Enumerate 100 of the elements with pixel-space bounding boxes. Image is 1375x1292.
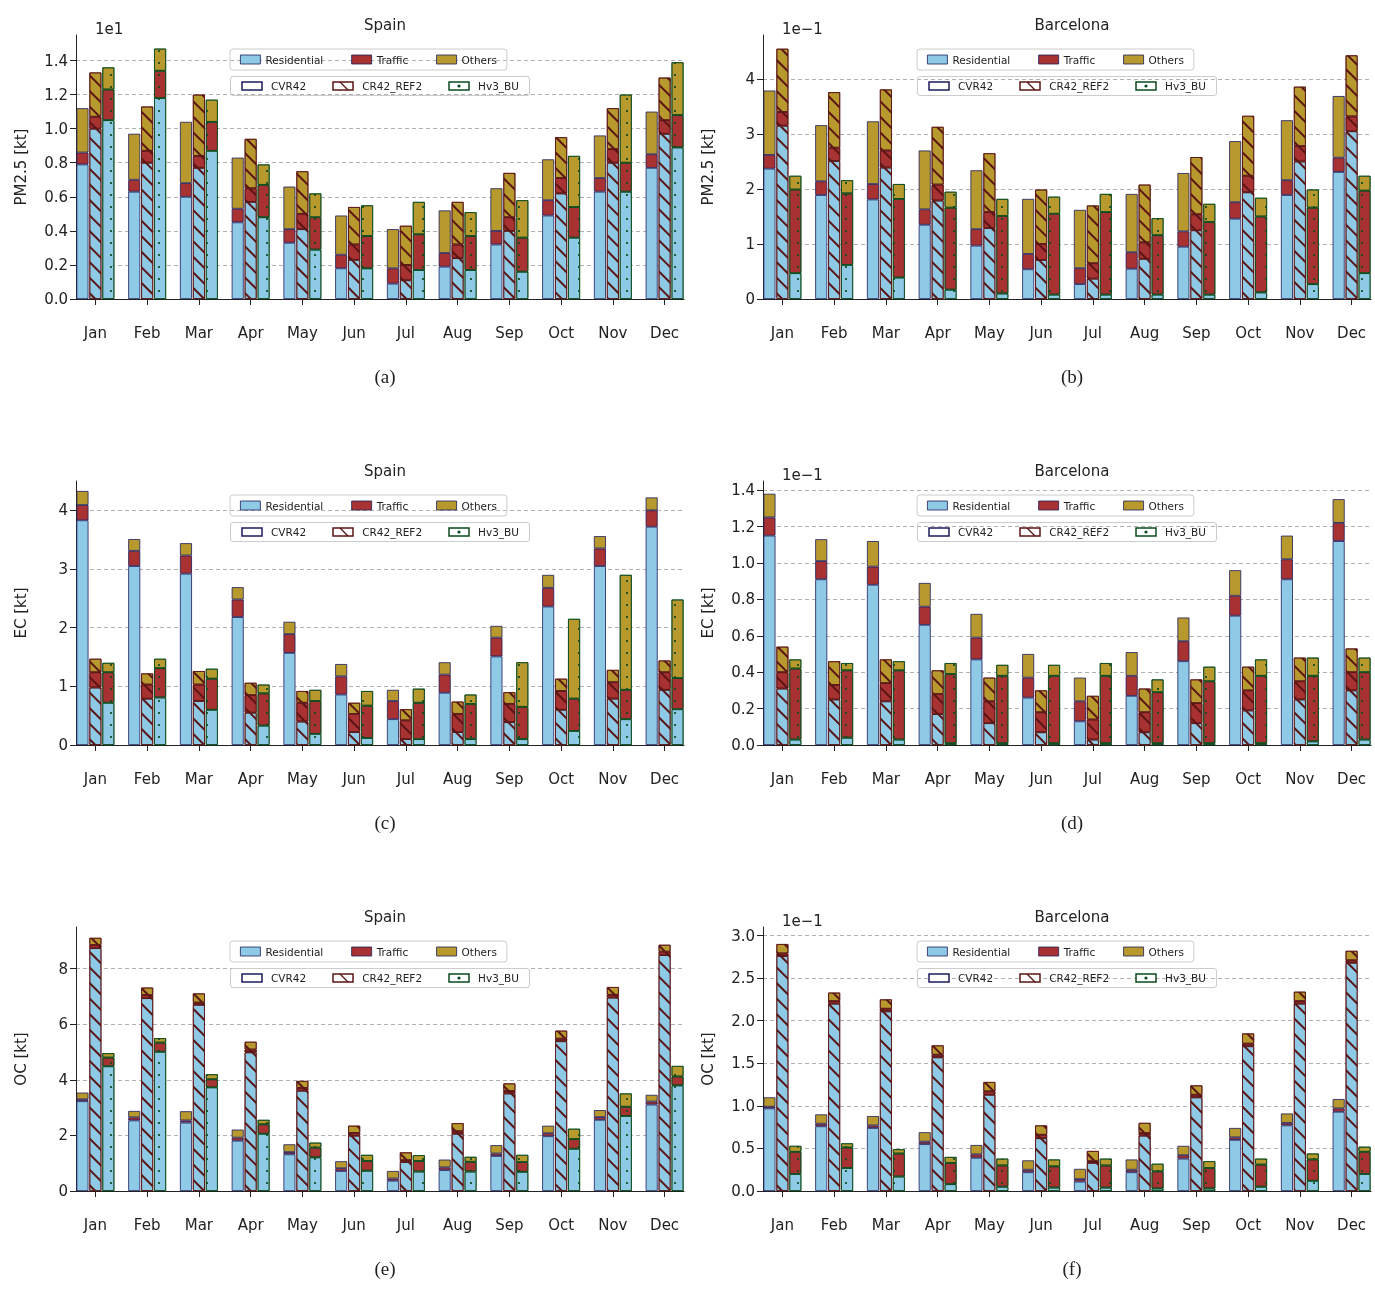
x-axis-title: (d) <box>1060 812 1084 834</box>
x-axis-title: (a) <box>374 366 396 388</box>
y-tick-label: 0 <box>58 1182 68 1200</box>
x-tick-label: Oct <box>1235 323 1262 342</box>
annotation: Hv3_BU <box>1165 972 1206 984</box>
y-tick-label: 0.2 <box>731 699 755 718</box>
x-tick-label: Mar <box>184 1215 214 1234</box>
y-tick-label: 1.2 <box>44 85 68 104</box>
pattern-legend: CVR42 CR42_REF2 Hv3_BU <box>230 522 530 542</box>
x-tick-label: Feb <box>820 1215 848 1234</box>
x-tick-label: Apr <box>924 323 952 342</box>
annotation: CVR42 <box>958 972 994 984</box>
x-tick-label: Oct <box>548 323 575 342</box>
legend-label: Others <box>461 945 497 958</box>
legend-label: Traffic <box>375 499 409 512</box>
x-tick-label: Jan <box>769 769 794 788</box>
y-tick-label: 4 <box>745 70 755 88</box>
x-tick-label: Nov <box>1285 769 1315 788</box>
x-tick-label: Apr <box>237 1215 265 1234</box>
y-tick-label: 0.0 <box>731 1182 755 1200</box>
y-tick-label: 2.0 <box>731 1011 755 1030</box>
annotation: CVR42 <box>958 80 994 92</box>
y-tick-label: 2 <box>58 618 68 637</box>
x-tick-label: Apr <box>924 769 952 788</box>
legend-label: Others <box>1148 945 1184 958</box>
legend-label: Traffic <box>1062 499 1096 512</box>
chart-title: Barcelona <box>1034 907 1110 926</box>
x-tick-label: Jul <box>395 769 415 788</box>
y-tick-label: 0.4 <box>44 221 68 240</box>
y-tick-label: 0 <box>745 290 755 308</box>
x-tick-label: Sep <box>495 323 524 342</box>
x-tick-label: Oct <box>1235 769 1262 788</box>
x-tick-label: Nov <box>1285 323 1315 342</box>
x-tick-label: Jul <box>1082 769 1102 788</box>
legend-label: Residential <box>265 499 324 512</box>
legend-label: Others <box>1148 53 1184 66</box>
x-tick-label: Jan <box>82 769 107 788</box>
x-tick-label: May <box>286 323 319 342</box>
legend-label: Traffic <box>1062 945 1096 958</box>
y-tick-label: 2.5 <box>731 969 755 988</box>
x-tick-label: Aug <box>1129 1215 1160 1234</box>
x-tick-label: Jan <box>769 323 794 342</box>
y-tick-label: 2 <box>745 180 755 198</box>
x-tick-label: Jan <box>82 1215 107 1234</box>
x-tick-label: Feb <box>133 323 161 342</box>
x-tick-label: Jul <box>1082 323 1102 342</box>
y-tick-label: 0 <box>58 736 68 754</box>
y-tick-label: 0.4 <box>731 663 755 682</box>
x-tick-label: Apr <box>237 769 265 788</box>
annotation: CVR42 <box>271 80 307 92</box>
x-tick-label: Jun <box>1028 323 1053 342</box>
x-tick-label: Jun <box>1028 1215 1053 1234</box>
y-tick-label: 0.2 <box>44 255 68 274</box>
x-axis-title: (f) <box>1062 1258 1082 1280</box>
y-tick-label: 4 <box>58 501 68 520</box>
x-tick-label: Aug <box>442 1215 473 1234</box>
x-tick-label: May <box>973 323 1006 342</box>
annotation: CVR42 <box>271 972 307 984</box>
legend-label: Traffic <box>1062 53 1096 66</box>
y-tick-label: 4 <box>58 1070 68 1089</box>
x-tick-label: Sep <box>1182 769 1211 788</box>
pattern-legend: CVR42 CR42_REF2 Hv3_BU <box>917 76 1217 96</box>
y-tick-label: 1.5 <box>731 1054 755 1073</box>
annotation: CVR42 <box>958 526 994 538</box>
x-tick-label: Nov <box>1285 1215 1315 1234</box>
pattern-legend: CVR42 CR42_REF2 Hv3_BU <box>230 968 530 988</box>
x-tick-label: Nov <box>598 1215 628 1234</box>
y-axis-title: EC [kt] <box>11 587 30 639</box>
y-tick-label: 0.0 <box>44 290 68 308</box>
x-tick-label: May <box>973 1215 1006 1234</box>
y-tick-label: 1.2 <box>731 517 755 536</box>
x-tick-label: Oct <box>548 769 575 788</box>
annotation: CR42_REF2 <box>362 972 423 984</box>
x-tick-label: Jun <box>341 769 366 788</box>
y-tick-label: 1 <box>58 677 68 696</box>
pattern-legend: CVR42 CR42_REF2 Hv3_BU <box>917 522 1217 542</box>
chart-title: Barcelona <box>1034 461 1110 480</box>
chart-title: Spain <box>364 15 406 34</box>
legend-label: Others <box>461 499 497 512</box>
pattern-legend: CVR42 CR42_REF2 Hv3_BU <box>230 76 530 96</box>
x-tick-label: Feb <box>820 323 848 342</box>
annotation: Hv3_BU <box>478 526 519 538</box>
x-tick-label: Jul <box>1082 1215 1102 1234</box>
annotation: 1e−1 <box>782 19 823 38</box>
x-tick-label: Jan <box>769 1215 794 1234</box>
x-tick-label: Dec <box>1337 769 1367 788</box>
x-tick-label: Sep <box>495 769 524 788</box>
x-tick-label: Jun <box>341 1215 366 1234</box>
legend-label: Residential <box>952 499 1011 512</box>
x-tick-label: Mar <box>184 323 214 342</box>
legend-label: Others <box>461 53 497 66</box>
annotation: CR42_REF2 <box>1049 80 1110 92</box>
x-tick-label: Mar <box>871 1215 901 1234</box>
x-tick-label: Feb <box>133 769 161 788</box>
legend-label: Others <box>1148 499 1184 512</box>
x-tick-label: Dec <box>650 1215 680 1234</box>
x-tick-label: Mar <box>871 769 901 788</box>
pattern-legend: CVR42 CR42_REF2 Hv3_BU <box>917 968 1217 988</box>
chart-title: Barcelona <box>1034 15 1110 34</box>
legend-label: Residential <box>952 53 1011 66</box>
